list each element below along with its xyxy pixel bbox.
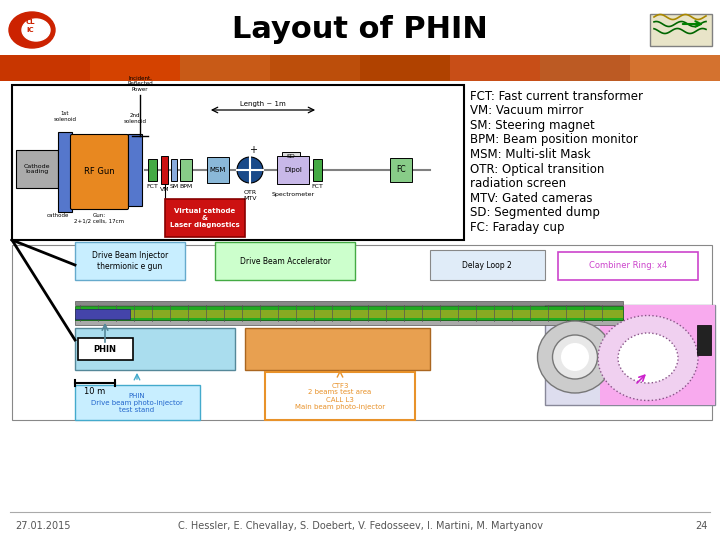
Text: Cathode
loading: Cathode loading — [24, 164, 50, 174]
Ellipse shape — [552, 335, 598, 379]
Text: Incident,
Reflected
Power: Incident, Reflected Power — [127, 76, 153, 92]
Bar — [277, 156, 309, 184]
Bar — [12, 85, 464, 240]
Bar — [75, 328, 235, 370]
Bar — [558, 252, 698, 280]
Ellipse shape — [618, 333, 678, 383]
Text: SM: SM — [169, 184, 179, 189]
Bar — [600, 305, 715, 405]
Bar — [90, 55, 182, 81]
Bar — [75, 301, 623, 305]
Ellipse shape — [598, 315, 698, 401]
Bar — [58, 132, 72, 212]
Text: BPM: BPM — [179, 184, 193, 189]
Bar — [697, 325, 711, 355]
Bar — [390, 158, 412, 182]
Text: MSM: Multi-slit Mask: MSM: Multi-slit Mask — [470, 148, 590, 161]
Bar — [245, 328, 430, 370]
Text: 10 m: 10 m — [84, 387, 106, 396]
Text: Length ~ 1m: Length ~ 1m — [240, 101, 286, 107]
Text: radiation screen: radiation screen — [470, 177, 566, 190]
Text: BPM: Beam position monitor: BPM: Beam position monitor — [470, 133, 638, 146]
Text: MTV: Gated cameras: MTV: Gated cameras — [470, 192, 593, 205]
Bar — [75, 309, 130, 319]
Bar — [545, 305, 715, 405]
Text: 27.01.2015: 27.01.2015 — [15, 521, 71, 531]
Bar — [16, 150, 58, 188]
Bar — [0, 55, 720, 81]
Text: Drive Beam Accelerator: Drive Beam Accelerator — [240, 256, 330, 266]
Text: FC: FC — [396, 165, 406, 174]
Text: OTR: Optical transition: OTR: Optical transition — [470, 163, 604, 176]
Bar — [161, 156, 168, 184]
Ellipse shape — [22, 19, 50, 41]
Text: Drive Beam Injector
thermionic e gun: Drive Beam Injector thermionic e gun — [92, 251, 168, 271]
Bar — [282, 152, 300, 162]
Text: 1st
solenoid: 1st solenoid — [53, 111, 76, 122]
Text: Layout of PHIN: Layout of PHIN — [232, 16, 488, 44]
Text: +: + — [249, 145, 257, 155]
Text: Gun:
2+1/2 cells, 17cm: Gun: 2+1/2 cells, 17cm — [74, 213, 125, 224]
Text: Virtual cathode
&
Laser diagnostics: Virtual cathode & Laser diagnostics — [170, 208, 240, 228]
Text: FC: Faraday cup: FC: Faraday cup — [470, 220, 564, 233]
Bar — [540, 55, 632, 81]
Ellipse shape — [561, 343, 589, 371]
Text: 2nd
solenoid: 2nd solenoid — [124, 113, 146, 124]
Text: C. Hessler, E. Chevallay, S. Doebert, V. Fedosseev, I. Martini, M. Martyanov: C. Hessler, E. Chevallay, S. Doebert, V.… — [178, 521, 542, 531]
Circle shape — [237, 157, 263, 183]
Bar — [75, 242, 185, 280]
Text: SD: SD — [287, 154, 295, 159]
Bar — [78, 338, 133, 360]
Bar — [75, 385, 200, 420]
Text: CL
IC: CL IC — [25, 19, 35, 32]
Text: Delay Loop 2: Delay Loop 2 — [462, 260, 512, 269]
Bar — [75, 319, 623, 325]
Text: RF Gun: RF Gun — [84, 167, 114, 177]
Text: FCT: FCT — [312, 184, 323, 189]
Bar — [360, 55, 452, 81]
Text: PHIN: PHIN — [94, 345, 117, 354]
Bar — [207, 157, 229, 183]
Text: FCT: Fast current transformer: FCT: Fast current transformer — [470, 90, 643, 103]
Bar — [180, 55, 272, 81]
Bar — [75, 306, 623, 320]
Bar — [171, 159, 177, 181]
Bar — [450, 55, 542, 81]
Text: cathode: cathode — [47, 213, 69, 218]
Bar — [313, 159, 322, 181]
Text: 24: 24 — [696, 521, 708, 531]
Text: VM: Vacuum mirror: VM: Vacuum mirror — [470, 105, 583, 118]
Bar — [12, 245, 712, 420]
FancyBboxPatch shape — [71, 134, 128, 210]
Bar — [215, 242, 355, 280]
Text: MSM: MSM — [210, 167, 226, 173]
Bar — [630, 55, 720, 81]
Ellipse shape — [538, 321, 613, 393]
Text: Spectrometer: Spectrometer — [271, 192, 315, 197]
Bar — [75, 310, 623, 318]
Bar — [165, 199, 245, 237]
Text: Combiner Ring: x4: Combiner Ring: x4 — [589, 261, 667, 271]
Text: OTR
MTV: OTR MTV — [243, 190, 257, 201]
Bar — [180, 159, 192, 181]
Text: SM: Steering magnet: SM: Steering magnet — [470, 119, 595, 132]
Text: Dipol: Dipol — [284, 167, 302, 173]
Bar — [128, 134, 142, 206]
Bar — [0, 55, 92, 81]
Text: PHIN
Drive beam photo-injector
test stand: PHIN Drive beam photo-injector test stan… — [91, 393, 183, 413]
Text: CTF3
2 beams test area
CALL L3
Main beam photo-injector: CTF3 2 beams test area CALL L3 Main beam… — [295, 382, 385, 409]
Bar — [650, 14, 712, 46]
Ellipse shape — [9, 12, 55, 48]
Bar — [265, 372, 415, 420]
Text: VM: VM — [160, 187, 169, 192]
Text: FCT: FCT — [147, 184, 158, 189]
Text: SD: Segmented dump: SD: Segmented dump — [470, 206, 600, 219]
Bar — [270, 55, 362, 81]
Bar — [430, 250, 545, 280]
Bar — [148, 159, 157, 181]
